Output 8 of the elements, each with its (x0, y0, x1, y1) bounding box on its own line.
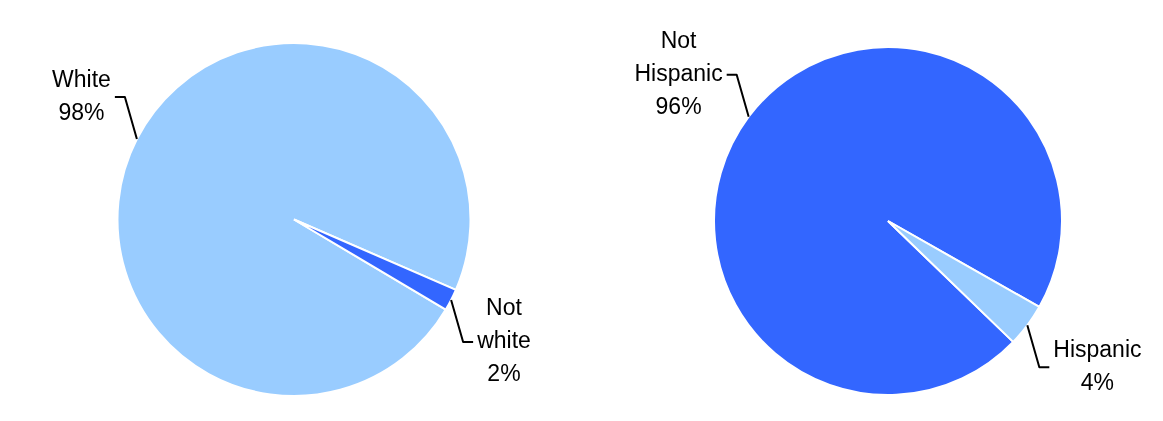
slice-label: Not Hispanic (634, 27, 723, 87)
slice-label: Not white (476, 294, 531, 354)
data-label: 96% (655, 93, 702, 120)
data-label: 2% (487, 360, 521, 387)
data-label: 98% (58, 98, 105, 125)
data-label: 4% (1080, 369, 1115, 396)
slice-label: Hispanic (1053, 336, 1142, 363)
slice-label: White (52, 65, 111, 92)
